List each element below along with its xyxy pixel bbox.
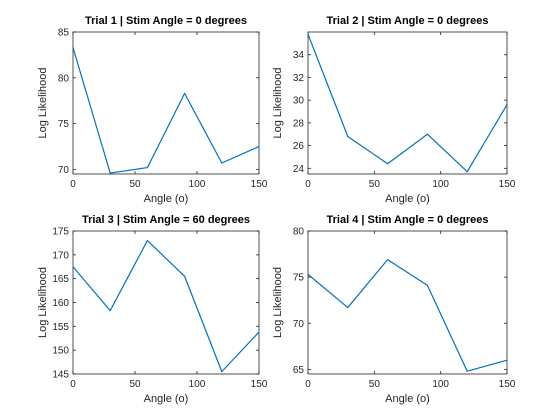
subplot-1-ytick-label: 80 [58,73,70,84]
subplot-2-xtick-label: 50 [369,179,381,190]
subplot-4-ylabel: Log Likelihood [272,267,284,338]
subplot-2-axes-box [307,31,508,175]
subplot-3-series-line [72,239,260,373]
subplot-3-ytick-label: 165 [52,274,69,285]
subplot-1: 0 50 100 150 70 75 80 85 Trial 1 | Stim Angle = … [37,15,268,205]
subplot-2-xtick-label: 150 [499,179,516,190]
subplot-3-title: Trial 3 | Stim Angle = 60 degrees [82,214,250,226]
subplot-2-ytick-label: 26 [293,141,305,152]
subplot-4-ytick-label: 80 [293,227,305,238]
subplot-2-ylabel: Log Likelihood [272,68,284,139]
subplot-2-ytick-label: 30 [293,96,305,107]
subplot-2-xtick-label: 0 [305,179,311,190]
subplot-1-data-point [109,172,111,174]
subplot-2-xtick-label: 100 [432,179,449,190]
subplot-3-ytick-label: 170 [52,250,69,261]
subplot-4-ytick-label: 75 [293,273,305,284]
subplot-2-data-point [347,135,349,138]
subplot-4-data-point [307,273,309,275]
subplot-4-xlabel: Angle (o) [385,393,430,405]
subplot-4-ytick-label: 65 [293,365,305,376]
subplot-2-xlabel: Angle (o) [385,193,430,205]
subplot-4-data-point [466,370,468,372]
subplot-3-xtick-label: 100 [189,379,206,390]
subplot-2-series-line [307,34,508,173]
subplot-3-data-point [109,310,111,312]
subplot-4-data-point [347,306,349,309]
subplot-3-ylabel: Log Likelihood [37,267,49,338]
subplot-1-data-point [146,166,148,169]
subplot-2-ytick-label: 24 [293,164,305,175]
subplot-2: 0 50 100 150 24 26 28 30 32 34 Trial 2 | Stim Angl… [272,15,516,205]
subplot-1-xtick-label: 50 [129,179,141,190]
subplot-1-data-point [258,145,260,148]
subplot-3-data-point [146,239,148,242]
subplot-4-data-point [426,284,428,287]
subplot-2-data-point [506,104,508,106]
subplot-3-data-point [258,331,260,333]
subplot-1-ytick-label: 85 [58,28,70,39]
subplot-3-data-point [72,266,74,268]
subplot-2-title: Trial 2 | Stim Angle = 0 degrees [327,15,489,27]
subplot-4-xtick-label: 0 [305,379,311,390]
subplot-4-ytick-label: 70 [293,319,305,330]
subplot-1-axes-box [72,31,260,175]
subplot-1-xtick-label: 100 [189,179,206,190]
subplot-4-title: Trial 4 | Stim Angle = 0 degrees [327,214,489,226]
subplot-4-xtick-label: 100 [432,379,449,390]
subplot-2-ytick-label: 32 [293,73,305,84]
subplot-3-data-point [184,275,186,277]
subplot-1-series-line [72,47,260,174]
subplot-3-xlabel: Angle (o) [144,393,189,405]
subplot-3-ytick-label: 175 [52,227,69,238]
subplot-4-data-point [506,359,508,361]
subplot-2-data-point [387,163,389,165]
subplot-2-ytick-label: 28 [293,118,305,129]
subplot-4-xtick-label: 50 [369,379,381,390]
subplot-4-data-point [387,259,389,261]
subplot-4: 0 50 100 150 65 70 75 80 Trial 4 | Stim Angle = … [272,214,516,405]
subplot-3-ytick-label: 145 [52,370,69,381]
subplot-4-axes-box [307,230,508,375]
subplot-3-xtick-label: 0 [70,379,76,390]
subplot-1-xlabel: Angle (o) [144,193,189,205]
subplot-4-series-line [307,259,508,372]
subplot-3-xtick-label: 50 [129,379,141,390]
subplot-2-data-point [307,33,309,35]
subplot-1-ytick-label: 70 [58,165,70,176]
subplot-3-data-point [221,371,223,373]
subplot-2-ytick-label: 34 [293,50,305,61]
subplot-1-xtick-label: 0 [70,179,76,190]
subplot-1-title: Trial 1 | Stim Angle = 0 degrees [85,15,247,27]
subplot-1-data-point [221,162,223,164]
subplot-1-ytick-label: 75 [58,119,70,130]
subplot-3-xtick-label: 150 [251,379,268,390]
subplot-1-xtick-label: 150 [251,179,268,190]
subplot-1-ylabel: Log Likelihood [37,68,49,139]
subplot-1-data-point [72,46,74,49]
subplot-4-xtick-label: 150 [499,379,516,390]
subplot-2-data-point [466,171,468,173]
subplot-3: 0 50 100 150 145 150 155 160 165 170 175 Trial 3 | … [37,214,268,405]
subplot-2-data-point [426,133,428,135]
subplot-1-data-point [184,92,186,94]
subplot-3-ytick-label: 155 [52,322,69,333]
subplot-3-ytick-label: 160 [52,298,69,309]
subplot-3-ytick-label: 150 [52,346,69,357]
